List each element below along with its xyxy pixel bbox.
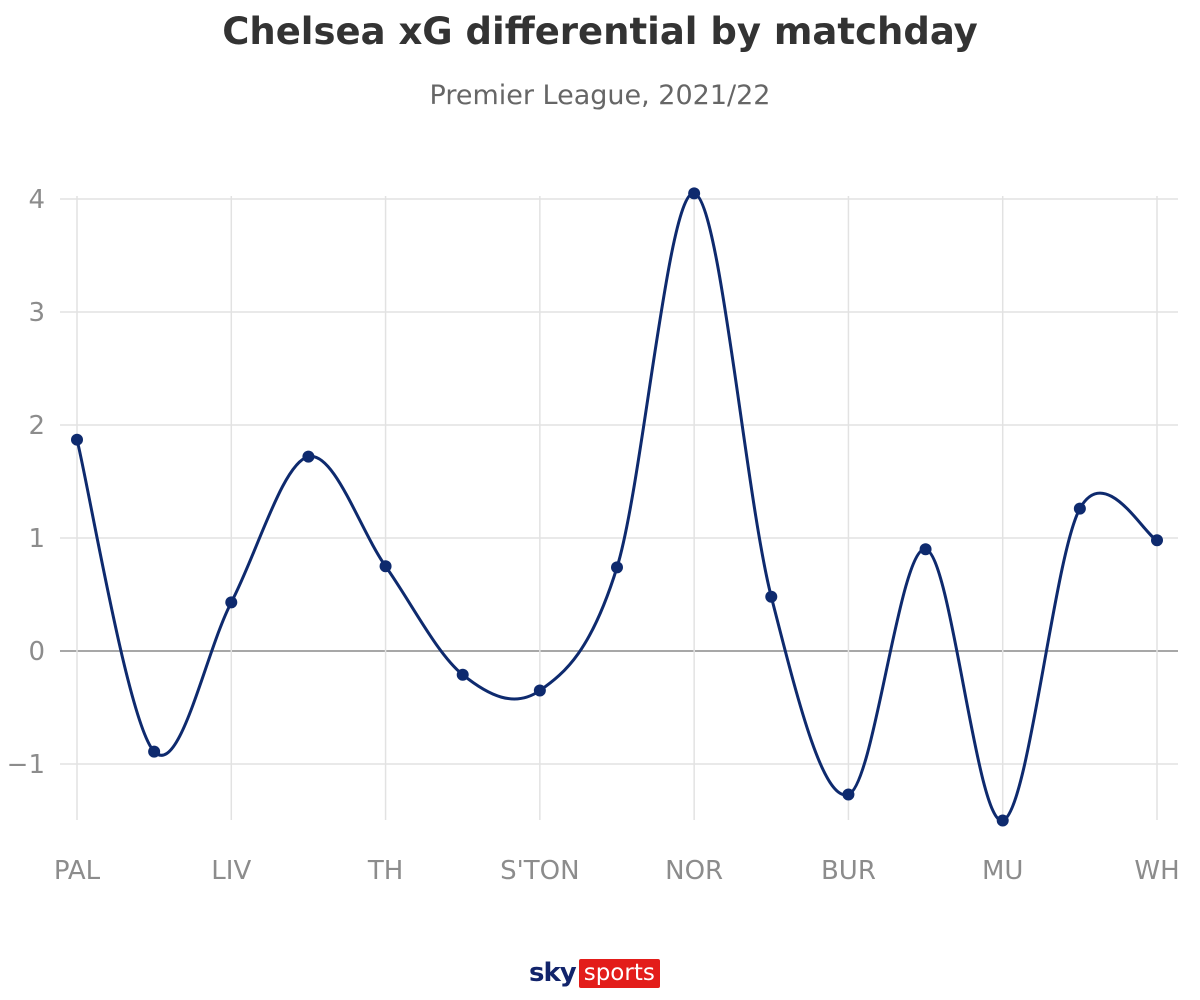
sky-sports-logo: sky sports: [529, 958, 660, 988]
y-tick-label: 2: [28, 411, 45, 441]
grid: [60, 196, 1178, 820]
data-point: [302, 450, 315, 463]
series-line: [75, 191, 1158, 822]
data-point: [996, 814, 1009, 827]
data-points: [71, 187, 1163, 827]
data-point: [148, 745, 161, 758]
data-point: [765, 590, 778, 603]
logo-sports-text: sports: [578, 958, 660, 988]
x-tick-label: BUR: [821, 856, 876, 886]
data-point: [533, 684, 546, 697]
x-tick-label: S'TON: [500, 856, 579, 886]
y-axis-ticks: 4 3 2 1 0 −1: [7, 185, 45, 780]
data-point: [1151, 534, 1163, 547]
xg-differential-line: [75, 191, 1158, 822]
data-point: [842, 788, 855, 801]
data-point: [379, 560, 392, 573]
logo-sky-text: sky: [529, 958, 577, 988]
x-tick-label: PAL: [54, 856, 101, 886]
chart-subtitle: Premier League, 2021/22: [429, 80, 771, 111]
chart-title: Chelsea xG differential by matchday: [222, 10, 978, 53]
x-tick-label: MU: [982, 856, 1023, 886]
x-axis-ticks: PAL LIV TH S'TON NOR BUR MU WH: [54, 856, 1180, 886]
data-point: [71, 433, 83, 446]
y-tick-label: 0: [28, 637, 45, 667]
data-point: [1073, 502, 1086, 515]
data-point: [688, 187, 701, 200]
x-tick-label: LIV: [211, 856, 251, 886]
data-point: [611, 561, 623, 574]
data-point: [919, 543, 932, 556]
x-tick-label: NOR: [665, 856, 723, 886]
data-point: [225, 596, 238, 609]
y-tick-label: 4: [28, 185, 45, 215]
y-tick-label: 1: [28, 524, 45, 554]
x-tick-label: WH: [1134, 856, 1179, 886]
y-tick-label: −1: [7, 750, 45, 780]
data-point: [456, 668, 469, 681]
y-tick-label: 3: [28, 298, 45, 328]
x-tick-label: TH: [367, 856, 403, 886]
